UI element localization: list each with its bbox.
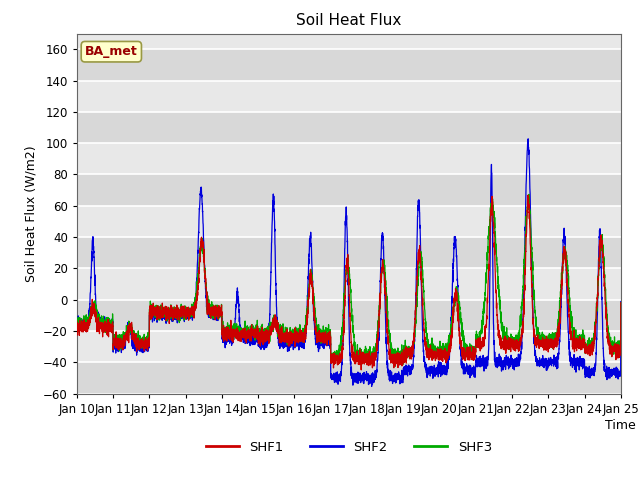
Bar: [77, 112, 621, 143]
Bar: [77, 362, 621, 394]
Bar: [77, 174, 621, 206]
Bar: [77, 49, 621, 81]
Bar: [77, 206, 621, 237]
Legend: SHF1, SHF2, SHF3: SHF1, SHF2, SHF3: [200, 435, 497, 459]
Bar: [77, 81, 621, 112]
Text: BA_met: BA_met: [85, 45, 138, 58]
Title: Soil Heat Flux: Soil Heat Flux: [296, 13, 401, 28]
Bar: [77, 300, 621, 331]
Bar: [77, 143, 621, 174]
Bar: [77, 237, 621, 268]
X-axis label: Time: Time: [605, 419, 636, 432]
Bar: [77, 268, 621, 300]
Y-axis label: Soil Heat Flux (W/m2): Soil Heat Flux (W/m2): [24, 145, 38, 282]
Bar: [77, 331, 621, 362]
